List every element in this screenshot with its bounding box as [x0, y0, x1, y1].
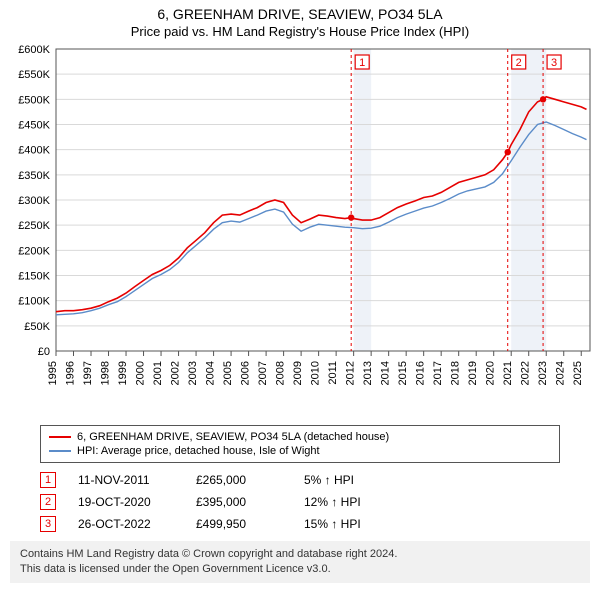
- sale-date: 19-OCT-2020: [78, 495, 178, 509]
- sale-marker-icon: 3: [40, 516, 56, 532]
- title-block: 6, GREENHAM DRIVE, SEAVIEW, PO34 5LA Pri…: [0, 0, 600, 41]
- svg-text:£450K: £450K: [18, 120, 50, 132]
- svg-text:2023: 2023: [537, 361, 549, 385]
- svg-text:2000: 2000: [135, 361, 147, 385]
- svg-text:2008: 2008: [275, 361, 287, 385]
- chart-plot: £0 £50K £100K £150K £200K £250K £300K £350K £400…: [0, 41, 600, 421]
- svg-text:2007: 2007: [257, 361, 269, 385]
- svg-text:2021: 2021: [502, 361, 514, 385]
- svg-text:2011: 2011: [327, 361, 339, 385]
- svg-text:£550K: £550K: [18, 69, 50, 81]
- footer-line: This data is licensed under the Open Gov…: [20, 562, 580, 577]
- sales-row: 2 19-OCT-2020 £395,000 12% ↑ HPI: [40, 491, 560, 513]
- sale-marker-icon: 2: [40, 494, 56, 510]
- sales-row: 3 26-OCT-2022 £499,950 15% ↑ HPI: [40, 513, 560, 535]
- sale-price: £499,950: [196, 517, 286, 531]
- svg-text:£250K: £250K: [18, 220, 50, 232]
- svg-text:2024: 2024: [555, 361, 567, 385]
- svg-text:2003: 2003: [187, 361, 199, 385]
- chart-container: 6, GREENHAM DRIVE, SEAVIEW, PO34 5LA Pri…: [0, 0, 600, 583]
- svg-text:2: 2: [516, 57, 522, 69]
- sale-price: £265,000: [196, 473, 286, 487]
- svg-text:2018: 2018: [450, 361, 462, 385]
- svg-text:3: 3: [551, 57, 557, 69]
- svg-text:2010: 2010: [310, 361, 322, 385]
- svg-text:£200K: £200K: [18, 245, 50, 257]
- svg-text:2022: 2022: [520, 361, 532, 385]
- legend-label: 6, GREENHAM DRIVE, SEAVIEW, PO34 5LA (de…: [77, 431, 389, 443]
- svg-text:£600K: £600K: [18, 44, 50, 56]
- legend-swatch: [49, 450, 71, 452]
- svg-text:£0: £0: [38, 346, 50, 358]
- sale-marker-icon: 1: [40, 472, 56, 488]
- svg-text:2006: 2006: [240, 361, 252, 385]
- chart-title: 6, GREENHAM DRIVE, SEAVIEW, PO34 5LA: [0, 6, 600, 22]
- svg-text:2012: 2012: [345, 361, 357, 385]
- svg-text:£350K: £350K: [18, 170, 50, 182]
- svg-text:£150K: £150K: [18, 271, 50, 283]
- svg-text:£100K: £100K: [18, 296, 50, 308]
- svg-text:2002: 2002: [170, 361, 182, 385]
- legend-row: HPI: Average price, detached house, Isle…: [49, 444, 551, 458]
- svg-text:2016: 2016: [415, 361, 427, 385]
- svg-text:£500K: £500K: [18, 94, 50, 106]
- svg-text:2013: 2013: [362, 361, 374, 385]
- svg-text:2004: 2004: [205, 361, 217, 385]
- svg-text:£400K: £400K: [18, 145, 50, 157]
- sale-date: 11-NOV-2011: [78, 473, 178, 487]
- svg-text:1997: 1997: [82, 361, 94, 385]
- svg-text:2020: 2020: [485, 361, 497, 385]
- legend-swatch: [49, 436, 71, 438]
- legend: 6, GREENHAM DRIVE, SEAVIEW, PO34 5LA (de…: [40, 425, 560, 463]
- svg-text:2017: 2017: [432, 361, 444, 385]
- legend-row: 6, GREENHAM DRIVE, SEAVIEW, PO34 5LA (de…: [49, 430, 551, 444]
- svg-text:2005: 2005: [222, 361, 234, 385]
- svg-text:2019: 2019: [467, 361, 479, 385]
- svg-text:2014: 2014: [380, 361, 392, 385]
- svg-text:1: 1: [359, 57, 365, 69]
- svg-text:1995: 1995: [47, 361, 59, 385]
- attribution-footer: Contains HM Land Registry data © Crown c…: [10, 541, 590, 583]
- chart-svg: £0 £50K £100K £150K £200K £250K £300K £350K £400…: [0, 41, 600, 421]
- sale-pct: 5% ↑ HPI: [304, 473, 414, 487]
- sale-date: 26-OCT-2022: [78, 517, 178, 531]
- svg-text:1996: 1996: [65, 361, 77, 385]
- sales-row: 1 11-NOV-2011 £265,000 5% ↑ HPI: [40, 469, 560, 491]
- sale-price: £395,000: [196, 495, 286, 509]
- svg-text:2025: 2025: [572, 361, 584, 385]
- svg-text:2015: 2015: [397, 361, 409, 385]
- svg-text:2001: 2001: [152, 361, 164, 385]
- chart-subtitle: Price paid vs. HM Land Registry's House …: [0, 24, 600, 39]
- footer-line: Contains HM Land Registry data © Crown c…: [20, 547, 580, 562]
- svg-text:2009: 2009: [292, 361, 304, 385]
- sale-pct: 12% ↑ HPI: [304, 495, 414, 509]
- svg-text:£300K: £300K: [18, 195, 50, 207]
- sale-pct: 15% ↑ HPI: [304, 517, 414, 531]
- svg-text:£50K: £50K: [24, 321, 50, 333]
- svg-text:1999: 1999: [117, 361, 129, 385]
- legend-label: HPI: Average price, detached house, Isle…: [77, 445, 320, 457]
- svg-text:1998: 1998: [100, 361, 112, 385]
- sales-table: 1 11-NOV-2011 £265,000 5% ↑ HPI 2 19-OCT…: [40, 469, 560, 535]
